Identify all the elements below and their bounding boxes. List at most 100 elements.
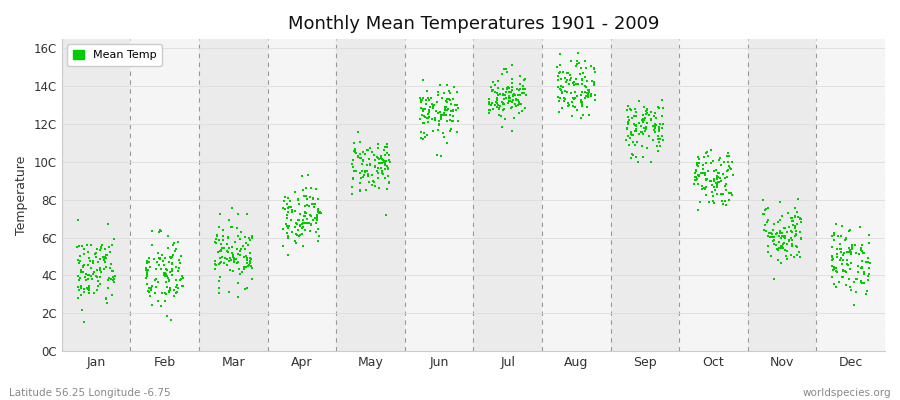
Point [793, 229, 807, 236]
Point [637, 116, 652, 123]
Point [365, 178, 380, 184]
Point [284, 204, 299, 210]
Point [443, 112, 457, 118]
Point [498, 92, 512, 98]
Point [576, 112, 590, 118]
Point [157, 270, 171, 276]
Point [162, 278, 176, 285]
Point [374, 170, 389, 176]
Point [310, 206, 325, 212]
Point [704, 160, 718, 166]
Point [416, 77, 430, 84]
Point [165, 260, 179, 266]
Point [694, 170, 708, 177]
Point [771, 245, 786, 251]
Point [288, 189, 302, 195]
Point [223, 254, 238, 261]
Point [303, 221, 318, 228]
Point [862, 265, 877, 271]
Point [763, 230, 778, 237]
Point [351, 129, 365, 135]
Point [791, 214, 806, 220]
Point [844, 246, 859, 252]
Point [302, 212, 317, 218]
Point [482, 107, 496, 114]
Point [418, 114, 432, 120]
Point [637, 128, 652, 134]
Point [635, 117, 650, 123]
Point [446, 106, 460, 113]
Point [845, 245, 859, 251]
Point [833, 249, 848, 256]
Point [94, 243, 108, 250]
Point [710, 172, 724, 179]
Point [842, 249, 856, 256]
Point [491, 104, 506, 111]
Point [160, 266, 175, 273]
Bar [680, 39, 748, 351]
Point [706, 198, 720, 204]
Point [302, 203, 317, 209]
Point [698, 176, 713, 182]
Point [501, 84, 516, 90]
Point [790, 252, 805, 258]
Point [281, 209, 295, 215]
Point [491, 112, 506, 118]
Point [619, 125, 634, 131]
Point [501, 84, 516, 91]
Point [628, 142, 643, 148]
Point [499, 66, 513, 73]
Point [483, 107, 498, 113]
Point [499, 95, 513, 101]
Point [172, 257, 186, 263]
Point [220, 262, 235, 268]
Point [364, 182, 379, 188]
Point [626, 121, 641, 127]
Point [697, 154, 711, 160]
Point [171, 239, 185, 246]
Point [707, 187, 722, 194]
Point [587, 66, 601, 72]
Point [414, 98, 428, 105]
Point [300, 220, 314, 226]
Point [74, 285, 88, 291]
Point [297, 192, 311, 199]
Point [356, 174, 371, 181]
Point [284, 217, 299, 224]
Point [634, 128, 649, 135]
Point [770, 247, 785, 254]
Point [654, 124, 669, 131]
Point [640, 120, 654, 126]
Point [494, 71, 508, 78]
Point [688, 168, 703, 175]
Point [632, 97, 646, 104]
Point [295, 224, 310, 230]
Point [550, 64, 564, 70]
Point [824, 256, 839, 263]
Point [436, 90, 451, 96]
Point [235, 269, 249, 276]
Point [512, 98, 526, 105]
Point [788, 223, 802, 229]
Point [495, 85, 509, 92]
Point [431, 92, 446, 98]
Point [162, 276, 176, 283]
Point [697, 162, 711, 168]
Point [436, 134, 451, 140]
Point [652, 139, 666, 145]
Point [714, 178, 728, 184]
Point [224, 244, 238, 250]
Point [573, 98, 588, 105]
Point [414, 99, 428, 105]
Point [154, 302, 168, 309]
Point [363, 145, 377, 152]
Point [646, 113, 661, 119]
Point [628, 126, 643, 132]
Point [440, 140, 454, 146]
Point [214, 259, 229, 266]
Point [298, 209, 312, 215]
Point [245, 276, 259, 282]
Point [368, 162, 382, 169]
Point [623, 106, 637, 112]
Point [588, 92, 602, 98]
